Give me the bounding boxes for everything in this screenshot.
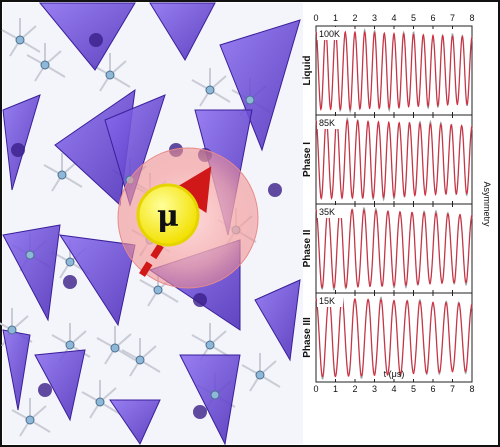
panel-frame <box>315 292 473 383</box>
central-atom <box>193 293 207 307</box>
atom <box>205 340 215 350</box>
temperature-text: 85K <box>319 118 335 128</box>
atom <box>245 95 255 105</box>
phase-label: Liquid <box>302 56 313 86</box>
tetrahedron <box>219 19 301 152</box>
atom <box>110 343 120 353</box>
tetrahedron <box>58 234 136 327</box>
asymmetry-panel: 85K Phase I <box>302 114 473 205</box>
atom <box>40 60 50 70</box>
central-atom <box>11 143 25 157</box>
atom <box>205 85 215 95</box>
x-tick-label-bottom: 1 <box>333 384 338 394</box>
tetrahedra <box>2 2 301 446</box>
x-tick-label-bottom: 8 <box>469 384 474 394</box>
temperature-label: 35K <box>317 205 343 218</box>
x-tick-label-bottom: 6 <box>430 384 435 394</box>
tetrahedron <box>104 94 166 207</box>
atom <box>65 340 75 350</box>
tetrahedron <box>38 2 136 71</box>
phase-label: Phase I <box>302 142 313 177</box>
x-tick-label-top: 3 <box>372 13 377 23</box>
temperature-label: 15K <box>317 294 343 307</box>
asymmetry-panel: 35K Phase II <box>302 203 473 294</box>
temperature-text: 35K <box>319 207 335 217</box>
temperature-label: 100K <box>317 27 343 40</box>
atom <box>105 70 115 80</box>
x-tick-label-bottom: 0 <box>313 384 318 394</box>
muon-circle <box>136 183 200 247</box>
tetrahedron <box>2 94 41 191</box>
y-axis-title: Asymmetry <box>482 182 492 228</box>
x-tick-label-bottom: 5 <box>411 384 416 394</box>
tetrahedron <box>2 329 31 411</box>
atom <box>15 35 25 45</box>
asymmetry-panel: 15K Phase III <box>302 292 473 383</box>
central-atom <box>193 405 207 419</box>
x-axis-title: t (μs) <box>384 369 405 379</box>
atom <box>135 355 145 365</box>
central-atom <box>38 383 52 397</box>
atom <box>255 370 265 380</box>
temperature-text: 15K <box>319 296 335 306</box>
x-tick-label-bottom: 7 <box>450 384 455 394</box>
crystal-structure-illustration: μ <box>0 2 303 446</box>
x-tick-label-top: 8 <box>469 13 474 23</box>
x-tick-label-top: 4 <box>391 13 396 23</box>
central-atom <box>63 275 77 289</box>
x-tick-label-top: 7 <box>450 13 455 23</box>
fit-curve <box>315 208 473 289</box>
fit-curve <box>315 30 473 112</box>
tetrahedron <box>254 279 301 362</box>
temperature-label: 85K <box>317 116 343 129</box>
x-tick-label-top: 5 <box>411 13 416 23</box>
x-tick-label-bottom: 2 <box>352 384 357 394</box>
central-atom <box>268 183 282 197</box>
asymmetry-panel: 100K Liquid <box>302 25 473 116</box>
fit-curve <box>315 118 473 201</box>
tetrahedron <box>179 354 241 446</box>
phase-label: Phase II <box>302 229 313 267</box>
x-tick-label-bottom: 3 <box>372 384 377 394</box>
x-tick-label-bottom: 4 <box>391 384 396 394</box>
tetrahedron <box>2 224 61 322</box>
tetrahedron <box>109 399 161 446</box>
phase-label: Phase III <box>302 317 313 358</box>
atom <box>7 325 17 335</box>
x-tick-label-top: 1 <box>333 13 338 23</box>
atom <box>95 397 105 407</box>
atom <box>210 390 220 400</box>
tetrahedron <box>34 349 86 422</box>
tetrahedron <box>149 2 216 62</box>
atom <box>25 250 35 260</box>
atom <box>57 170 67 180</box>
x-tick-label-top: 6 <box>430 13 435 23</box>
muon-symbol: μ <box>157 199 179 234</box>
temperature-text: 100K <box>319 29 340 39</box>
central-atom <box>89 33 103 47</box>
atom <box>25 415 35 425</box>
atom <box>65 257 75 267</box>
x-tick-label-top: 2 <box>352 13 357 23</box>
asymmetry-plots: 0 1 2 3 4 5 6 7 8 100K Liquid 85K Phase I 35K Phase II… <box>302 13 492 394</box>
x-tick-label-top: 0 <box>313 13 318 23</box>
atom <box>153 285 163 295</box>
